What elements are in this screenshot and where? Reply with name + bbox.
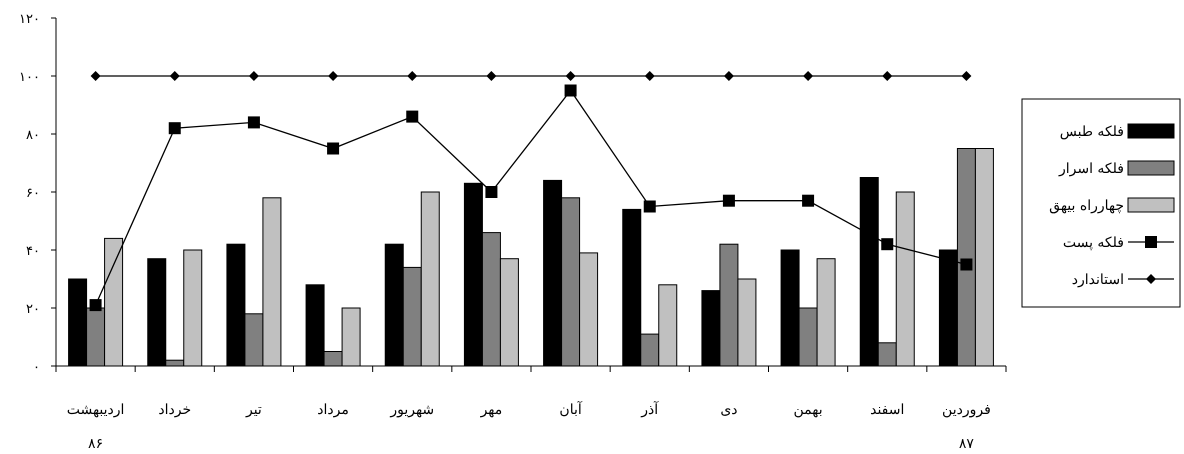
x-tick-label: شهریور [389, 402, 434, 418]
bar [719, 243, 739, 367]
bar [384, 243, 404, 367]
bar [877, 342, 897, 367]
bar [798, 307, 818, 367]
legend-marker [1146, 274, 1156, 284]
data-point [327, 142, 340, 155]
y-tick-label: ۴۰ [26, 244, 40, 259]
data-point [407, 71, 418, 81]
x-tick-label: آبان [559, 400, 582, 418]
data-point [486, 71, 497, 81]
data-point [882, 71, 893, 81]
data-point [169, 71, 180, 81]
bar [579, 252, 599, 367]
bar [463, 182, 483, 367]
axes-layer [51, 17, 1007, 372]
bar [147, 258, 167, 367]
x-tick-label: فروردین [942, 402, 991, 418]
bar [104, 237, 124, 367]
bar [561, 197, 581, 367]
bar [499, 258, 519, 367]
bar [341, 307, 361, 367]
bar [402, 266, 422, 367]
data-point [328, 71, 339, 81]
legend-label: فلکه اسرار [1058, 161, 1124, 177]
data-point [643, 200, 656, 213]
bar [165, 359, 185, 367]
lines-layer [89, 71, 973, 312]
data-point [90, 71, 101, 81]
data-point [564, 84, 577, 97]
bar [737, 278, 757, 367]
legend: فلکه طبس فلکه اسرار چهارراه بیهق فلکه پست اس… [1021, 98, 1181, 308]
x-tick-label: اسفند [870, 402, 904, 418]
x-tick-sublabel: ۸۷ [959, 436, 975, 452]
data-point [802, 194, 815, 207]
bar [701, 290, 721, 367]
x-tick-label: مرداد [317, 402, 349, 418]
bar [183, 249, 203, 367]
data-point [247, 116, 260, 129]
legend-marker [1145, 236, 1157, 248]
bar [895, 191, 915, 367]
bar [816, 258, 836, 367]
y-tick-label: ۰ [33, 360, 40, 375]
x-tick-sublabel: ۸۶ [88, 436, 103, 452]
series-line [94, 89, 967, 306]
data-point [565, 71, 576, 81]
data-point [881, 238, 894, 251]
bar [420, 191, 440, 367]
legend-label: فلکه طبس [1060, 124, 1124, 140]
legend-label: فلکه پست [1063, 235, 1124, 251]
bar [323, 351, 343, 367]
bar [543, 179, 563, 367]
legend-swatch [1127, 160, 1175, 176]
labels-layer: ۰ ۲۰ ۴۰ ۶۰ ۸۰ ۱۰۰ ۱۲۰ اردیبهشت ۸۶ خرداد تیر مرداد شه… [19, 12, 991, 452]
data-point [722, 194, 735, 207]
y-tick-label: ۶۰ [26, 186, 40, 201]
data-point [803, 71, 814, 81]
data-point [723, 71, 734, 81]
legend-swatch [1127, 197, 1175, 213]
bar [244, 313, 264, 367]
data-point [485, 186, 498, 198]
bar [305, 284, 325, 367]
x-tick-label: اردیبهشت [67, 402, 125, 418]
data-point [89, 299, 102, 312]
bars-layer [68, 148, 994, 367]
bar [974, 148, 994, 367]
x-tick-label: دی [720, 402, 737, 418]
x-tick-label: مهر [480, 402, 503, 418]
bar [622, 208, 642, 367]
legend-label: استاندارد [1072, 272, 1124, 288]
bar [956, 148, 976, 367]
bar [262, 197, 282, 367]
data-point [248, 71, 259, 81]
data-point [644, 71, 655, 81]
x-tick-label: بهمن [794, 402, 823, 418]
legend-swatch [1127, 123, 1175, 139]
bar [226, 243, 246, 367]
data-point [961, 71, 972, 81]
data-point [406, 110, 419, 123]
bar [780, 249, 800, 367]
data-point [168, 122, 181, 135]
bar [859, 177, 879, 367]
x-tick-label: خرداد [158, 402, 191, 418]
bar [658, 284, 678, 367]
x-tick-label: آذر [640, 400, 659, 418]
data-point [960, 258, 973, 271]
bar [481, 232, 501, 367]
bar [86, 307, 106, 367]
y-tick-label: ۲۰ [26, 302, 40, 317]
bar [938, 249, 958, 367]
legend-label: چهارراه بیهق [1049, 198, 1124, 214]
y-tick-label: ۱۰۰ [19, 70, 40, 85]
y-tick-label: ۸۰ [26, 128, 40, 143]
bar [640, 333, 660, 367]
x-tick-label: تیر [245, 402, 262, 418]
bar [68, 278, 88, 367]
y-tick-label: ۱۲۰ [19, 12, 40, 27]
